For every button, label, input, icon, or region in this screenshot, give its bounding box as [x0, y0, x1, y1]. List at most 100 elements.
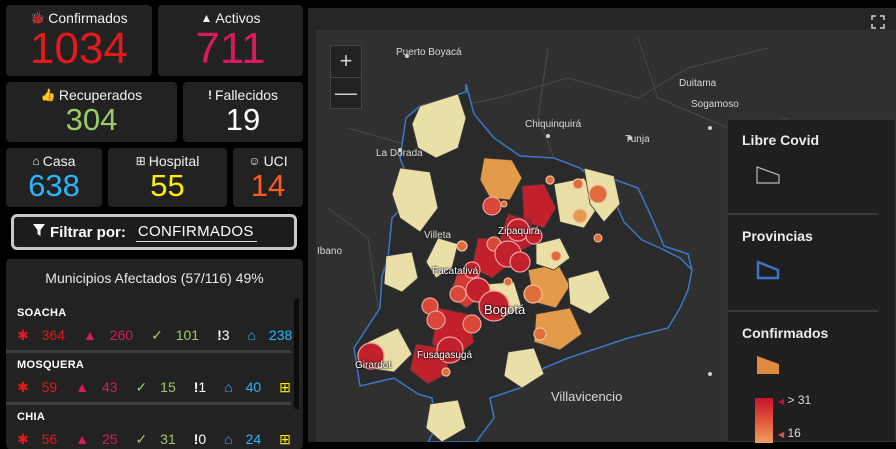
case-marker[interactable] [500, 200, 508, 208]
exclamation-icon: ! [193, 379, 199, 395]
confirmados-gradient-ramp [755, 398, 773, 443]
legend-ramp-label: ◀ 16 [778, 426, 801, 440]
filter-control[interactable]: Filtrar por: CONFIRMADOS [11, 214, 297, 250]
thumbs-up-icon: 👍 [40, 88, 56, 102]
case-marker[interactable] [523, 284, 543, 304]
recuperados-count: 15 [160, 379, 176, 395]
case-marker[interactable] [357, 342, 385, 370]
municipio-name: MOSQUERA [17, 359, 85, 371]
hospital-card: ⊞ Hospital 55 [108, 148, 227, 207]
zoom-out-button[interactable]: — [335, 80, 357, 105]
map-label: Facatativá [432, 266, 479, 277]
map-label: Fusagasugá [417, 350, 473, 361]
map-label: Ibano [317, 246, 343, 257]
list-scrollbar[interactable] [294, 299, 299, 409]
thumbs-up-icon: ✓ [135, 379, 148, 395]
exclamation-icon: ! [217, 327, 222, 343]
warning-icon: ▲ [75, 431, 90, 447]
fallecidos-value: 19 [225, 102, 261, 137]
home-icon: ⌂ [224, 379, 233, 395]
activos-count: 43 [101, 379, 118, 395]
case-marker[interactable] [509, 251, 531, 273]
bug-icon: ✱ [17, 379, 29, 395]
home-icon: ⌂ [224, 431, 233, 447]
pointer-icon: ◀ [778, 430, 785, 439]
hospital-icon: ⊞ [279, 379, 291, 395]
doctor-icon: ☺ [248, 154, 261, 168]
case-marker[interactable] [550, 250, 562, 262]
thumbs-up-icon: ✓ [151, 327, 163, 343]
casa-label: Casa [42, 153, 76, 169]
recuperados-count: 31 [160, 431, 176, 447]
case-marker[interactable] [441, 367, 451, 377]
case-marker[interactable] [588, 184, 608, 204]
case-marker[interactable] [478, 290, 510, 322]
map-label: Zipaquirá [498, 226, 540, 237]
map-legend: Libre Covid Provincias Confirmados ◀ > 3… [727, 119, 896, 443]
confirmados-label: Confirmados [48, 10, 128, 26]
case-marker[interactable] [463, 261, 481, 279]
recuperados-card: 👍 Recuperados 304 [6, 82, 177, 142]
activos-label: Activos [215, 10, 261, 26]
uci-label: UCI [263, 153, 288, 169]
legend-ramp-label: ◀ > 31 [778, 393, 811, 407]
pointer-icon: ◀ [778, 397, 785, 406]
case-marker[interactable] [449, 285, 467, 303]
hospital-icon: ⊞ [135, 154, 146, 168]
exclamation-icon: ! [207, 88, 212, 102]
confirmados-count: 56 [41, 431, 58, 447]
hospital-label: Hospital [148, 153, 200, 169]
case-marker[interactable] [503, 277, 513, 287]
home-icon: ⌂ [247, 327, 257, 343]
case-marker[interactable] [456, 240, 468, 252]
activos-card: ▲ Activos 711 [158, 5, 303, 76]
case-marker[interactable] [462, 314, 482, 334]
municipios-panel[interactable]: Municipios Afectados (57/116) 49% SOACHA… [6, 259, 303, 449]
map-label: Chiquinquirá [525, 119, 582, 130]
legend-mid-label: 16 [787, 426, 801, 440]
legend-divider [728, 213, 878, 215]
casa-count: 238 [268, 327, 293, 343]
case-marker[interactable] [533, 327, 547, 341]
activos-count: 25 [101, 431, 118, 447]
case-marker[interactable] [545, 175, 555, 185]
map-label: Bogotá [484, 302, 526, 317]
legend-high-label: > 31 [787, 393, 812, 407]
case-marker[interactable] [525, 227, 543, 245]
case-marker[interactable] [426, 310, 446, 330]
case-marker[interactable] [436, 336, 464, 364]
warning-icon: ▲ [75, 379, 90, 395]
zoom-in-button[interactable]: + [331, 46, 361, 78]
casa-count: 24 [245, 431, 262, 447]
activos-count: 260 [109, 327, 134, 343]
case-marker[interactable] [572, 178, 584, 190]
filter-select[interactable]: CONFIRMADOS [135, 223, 257, 242]
fallecidos-count: 0 [198, 431, 207, 447]
municipio-name: SOACHA [17, 307, 67, 319]
recuperados-value: 304 [65, 102, 118, 137]
case-markers[interactable] [357, 175, 608, 377]
confirmados-value: 1034 [30, 24, 128, 73]
case-marker[interactable] [572, 208, 588, 224]
warning-icon: ▲ [82, 327, 97, 343]
legend-confirmados-title: Confirmados [742, 325, 829, 341]
provincias-swatch-icon [756, 260, 780, 280]
case-marker[interactable] [482, 196, 502, 216]
confirmados-count: 364 [41, 327, 65, 343]
exclamation-icon: ! [193, 431, 199, 447]
fallecidos-label: Fallecidos [214, 87, 279, 103]
place-dots [398, 54, 712, 376]
thumbs-up-icon: ✓ [135, 431, 148, 447]
recuperados-label: Recuperados [58, 87, 143, 103]
row-divider [6, 350, 291, 353]
uci-value: 14 [250, 168, 286, 203]
uci-card: ☺ UCI 14 [233, 148, 303, 207]
fullscreen-icon[interactable] [871, 15, 885, 32]
map-label-text: Puerto Boyacá [396, 47, 462, 58]
map-label: Puerto Boyacá [396, 47, 462, 59]
confirmados-swatch-icon [757, 356, 779, 374]
zoom-controls: + — [330, 45, 362, 109]
case-marker[interactable] [593, 233, 603, 243]
casa-count: 40 [245, 379, 262, 395]
casa-value: 638 [28, 168, 80, 203]
